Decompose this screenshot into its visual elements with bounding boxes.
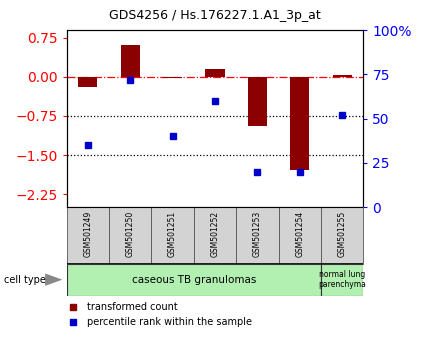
Bar	[67, 207, 109, 264]
Text: GSM501252: GSM501252	[211, 211, 219, 257]
Polygon shape	[45, 273, 62, 286]
Bar	[151, 207, 194, 264]
Text: GSM501253: GSM501253	[253, 211, 262, 257]
Text: GSM501250: GSM501250	[126, 211, 135, 257]
Bar	[67, 264, 321, 296]
Bar	[236, 207, 279, 264]
Bar	[333, 75, 352, 77]
Bar	[109, 207, 151, 264]
Bar	[78, 77, 97, 87]
Text: normal lung
parenchyma: normal lung parenchyma	[318, 270, 366, 289]
Text: GSM501254: GSM501254	[295, 211, 304, 257]
Text: percentile rank within the sample: percentile rank within the sample	[87, 317, 252, 327]
Bar	[163, 77, 182, 78]
Text: caseous TB granulomas: caseous TB granulomas	[132, 275, 256, 285]
Bar	[248, 77, 267, 126]
Text: GSM501249: GSM501249	[83, 211, 92, 257]
Text: GDS4256 / Hs.176227.1.A1_3p_at: GDS4256 / Hs.176227.1.A1_3p_at	[109, 9, 321, 22]
Text: transformed count: transformed count	[87, 302, 178, 312]
Text: GSM501251: GSM501251	[168, 211, 177, 257]
Bar	[121, 45, 140, 77]
Bar	[321, 207, 363, 264]
Bar	[321, 264, 363, 296]
Text: cell type: cell type	[4, 275, 46, 285]
Text: GSM501255: GSM501255	[338, 211, 347, 257]
Bar	[279, 207, 321, 264]
Bar	[206, 69, 224, 77]
Bar	[290, 77, 309, 170]
Bar	[194, 207, 236, 264]
